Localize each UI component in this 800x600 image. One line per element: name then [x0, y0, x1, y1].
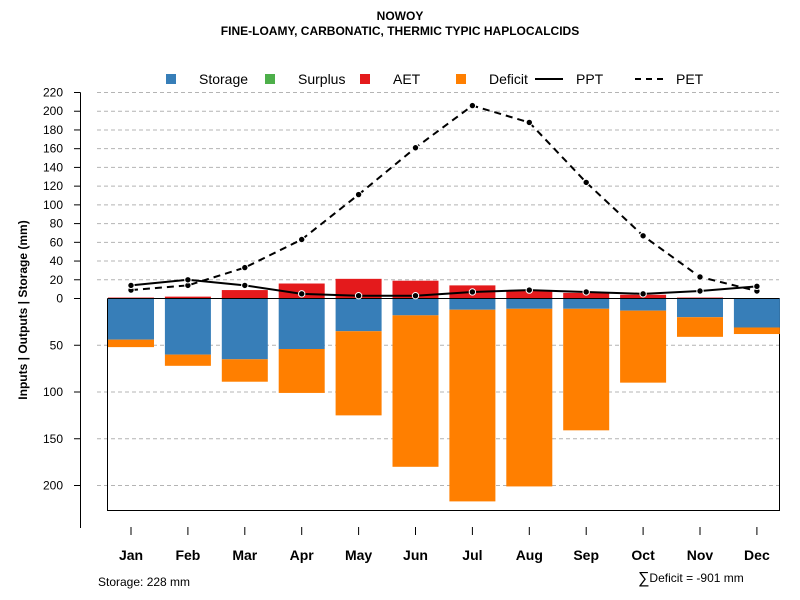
x-tick-label: Jun	[403, 547, 428, 563]
storage-bar	[733, 298, 780, 328]
pet-point	[298, 235, 306, 244]
x-tick-label: Apr	[290, 547, 315, 563]
y-tick-label: 140	[43, 160, 63, 174]
ppt-point	[468, 288, 477, 296]
y-tick-label: 100	[43, 385, 63, 399]
y-tick-label: 200	[43, 479, 63, 493]
legend-label: Storage	[199, 71, 248, 87]
x-tick-label: Jul	[462, 547, 482, 563]
y-tick-label: 0	[56, 292, 63, 306]
y-tick-label: 50	[50, 338, 64, 352]
ppt-point	[298, 290, 306, 298]
pet-point	[696, 273, 704, 281]
storage-bar	[164, 298, 211, 355]
legend-swatch	[456, 74, 466, 84]
x-tick-label: Nov	[687, 547, 714, 563]
aet-bar	[335, 278, 382, 299]
deficit-bar	[506, 308, 553, 487]
deficit-bar	[221, 359, 268, 382]
y-tick-label: 40	[50, 254, 64, 268]
chart-title: NOWOY	[376, 9, 424, 23]
storage-bar	[335, 298, 382, 332]
ppt-point	[525, 286, 533, 294]
storage-bar	[506, 298, 553, 309]
x-tick-label: Sep	[573, 547, 599, 563]
ppt-line	[130, 278, 757, 297]
x-tick-label: Mar	[232, 547, 257, 563]
deficit-bar	[335, 331, 382, 416]
deficit-note: ∑Deficit = -901 mm	[638, 570, 744, 588]
legend-swatch	[360, 74, 370, 84]
pet-point	[468, 101, 477, 110]
deficit-bar	[392, 315, 439, 467]
y-tick-label: 20	[50, 273, 64, 287]
aet-bar	[506, 291, 553, 299]
storage-bar	[278, 298, 325, 349]
x-tick-label: May	[345, 547, 372, 563]
ppt-point	[639, 290, 647, 298]
ppt-point	[241, 281, 249, 290]
deficit-bar	[108, 339, 154, 348]
y-tick-label: 180	[43, 123, 63, 137]
deficit-bar	[449, 309, 496, 502]
storage-bar	[221, 298, 268, 360]
ppt-point	[184, 276, 192, 284]
storage-bar	[620, 298, 667, 311]
aet-bar	[563, 292, 610, 299]
storage-bar	[677, 298, 723, 318]
x-tick-label: Feb	[175, 547, 200, 563]
y-tick-label: 160	[43, 142, 63, 156]
y-axis-label: Inputs | Outputs | Storage (mm)	[16, 220, 30, 399]
deficit-bar	[733, 327, 780, 335]
y-tick-label: 200	[43, 104, 63, 118]
pet-line	[130, 104, 758, 292]
x-tick-label: Jan	[119, 547, 143, 563]
y-tick-label: 60	[50, 235, 64, 249]
storage-bar	[449, 298, 496, 310]
pet-point	[241, 263, 249, 272]
ppt-point	[411, 291, 420, 300]
legend-swatch	[166, 74, 176, 84]
storage-bar	[563, 298, 610, 309]
legend-label: AET	[393, 71, 421, 87]
y-tick-label: 120	[43, 179, 63, 193]
y-tick-label: 220	[43, 86, 63, 100]
deficit-bar	[278, 348, 325, 393]
storage-bar	[108, 298, 154, 340]
ppt-point	[354, 291, 363, 300]
pet-point	[639, 232, 647, 240]
lower-plot-box	[107, 298, 780, 511]
deficit-bar	[677, 317, 723, 337]
deficit-bar	[563, 308, 610, 431]
storage-bar	[392, 298, 439, 316]
ppt-point	[582, 288, 590, 296]
pet-point	[525, 118, 533, 127]
sum-symbol: ∑	[638, 570, 650, 587]
deficit-bar	[164, 354, 211, 366]
y-tick-label: 80	[50, 217, 64, 231]
pet-point	[582, 178, 590, 187]
deficit-note-text: Deficit = -901 mm	[649, 571, 744, 585]
legend-label: Surplus	[298, 71, 345, 87]
deficit-bar	[620, 310, 667, 383]
storage-note: Storage: 228 mm	[98, 575, 191, 589]
x-tick-label: Dec	[744, 547, 770, 563]
ppt-point	[753, 282, 761, 291]
x-tick-label: Oct	[631, 547, 655, 563]
ppt-point	[127, 281, 135, 290]
legend-swatch	[265, 74, 275, 84]
ppt-point	[696, 287, 704, 295]
legend-label: PPT	[576, 71, 604, 87]
legend-label: Deficit	[489, 71, 528, 87]
legend-label: PET	[676, 71, 704, 87]
y-tick-label: 100	[43, 198, 63, 212]
y-tick-label: 150	[43, 432, 63, 446]
aet-bar	[164, 296, 211, 299]
x-tick-label: Aug	[516, 547, 543, 563]
pet-point	[354, 190, 363, 199]
chart-subtitle: FINE-LOAMY, CARBONATIC, THERMIC TYPIC HA…	[220, 24, 580, 38]
pet-point	[411, 144, 420, 152]
aet-bar	[221, 290, 268, 299]
